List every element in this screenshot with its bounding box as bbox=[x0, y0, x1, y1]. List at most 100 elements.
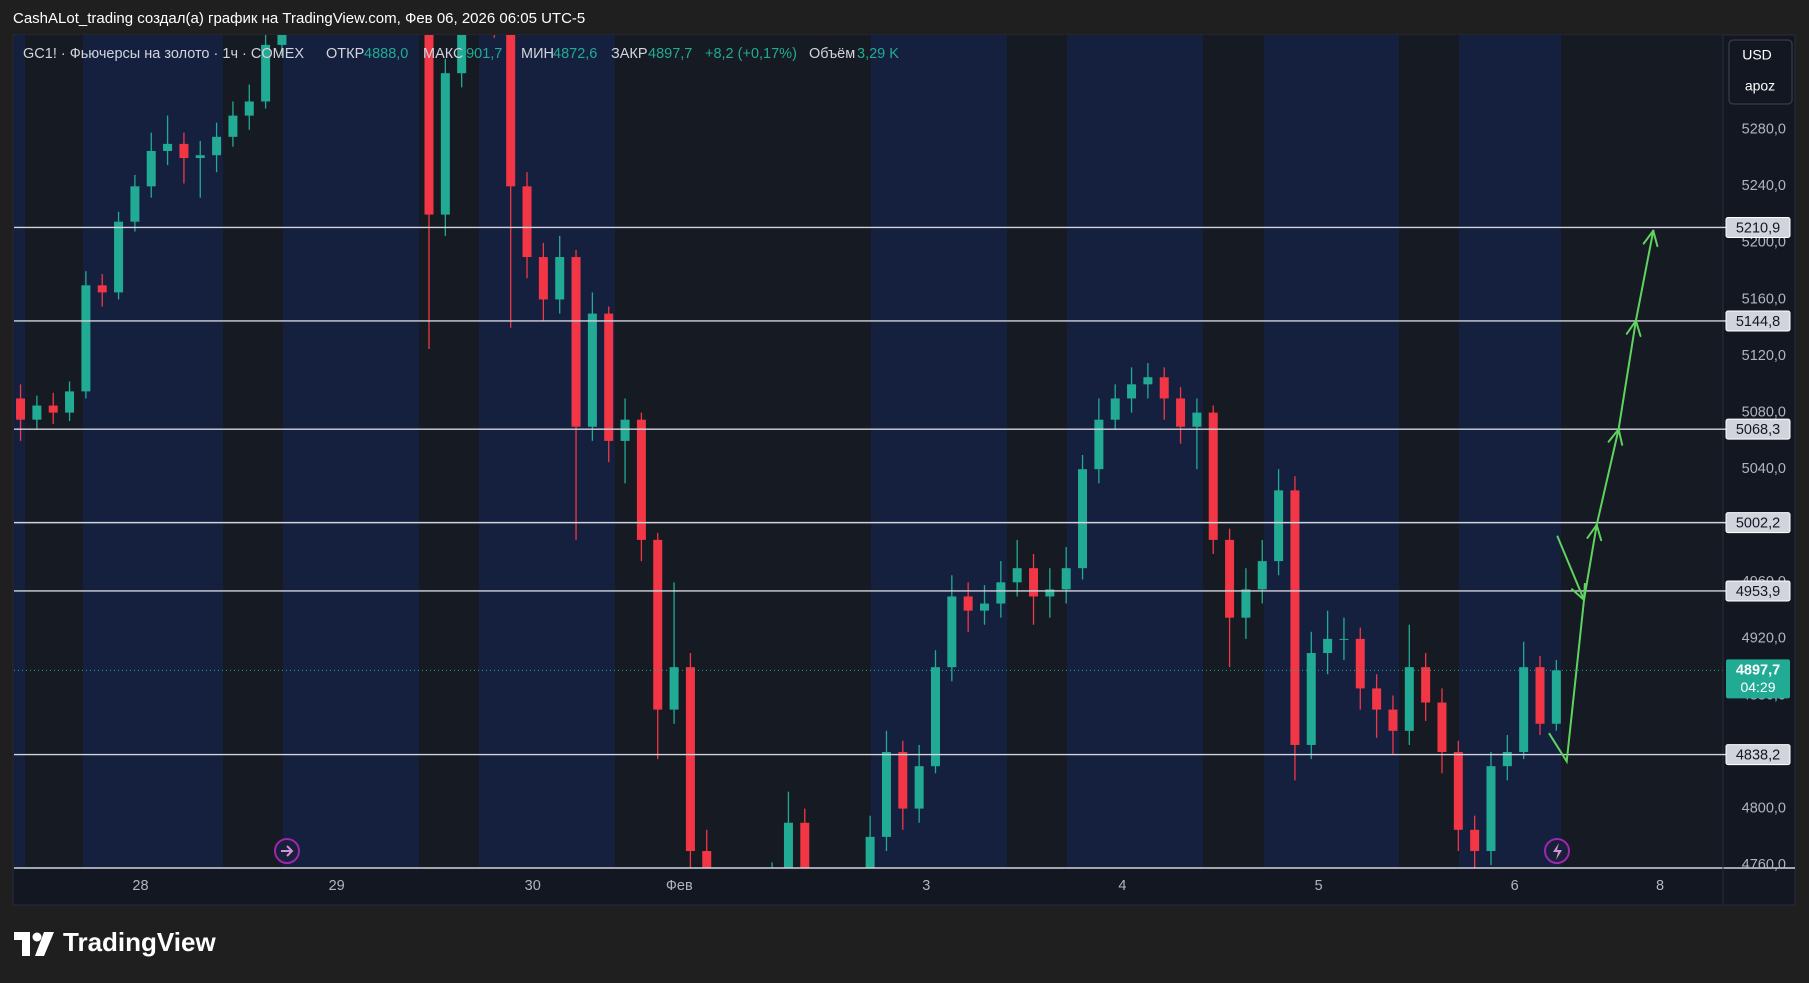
candle-body bbox=[163, 143, 173, 151]
level-label-box bbox=[1725, 418, 1791, 440]
y-tick-label: 5160,0 bbox=[1742, 291, 1786, 307]
candle-body bbox=[1029, 568, 1039, 597]
last-price-label: 4897,7 bbox=[1736, 662, 1780, 678]
legend: GC1! · Фьючерсы на золото · 1ч · COMEX О… bbox=[23, 46, 899, 62]
candle-body bbox=[1078, 469, 1088, 569]
legend-volume-label: Объём bbox=[809, 46, 855, 62]
event-icons bbox=[274, 838, 1570, 864]
candle-body bbox=[702, 851, 712, 868]
candle-body bbox=[179, 143, 189, 159]
legend-close-label: ЗАКР bbox=[611, 46, 648, 62]
arrow-head bbox=[1642, 229, 1655, 245]
footer-logo bbox=[14, 932, 54, 956]
legend-open-label: ОТКР bbox=[326, 46, 364, 62]
arrow-head bbox=[1617, 428, 1624, 446]
legend-open: 4888,0 bbox=[364, 46, 408, 62]
candle-body bbox=[32, 405, 42, 420]
candle-body bbox=[440, 73, 450, 215]
candle-body bbox=[865, 836, 875, 868]
y-tick-label: 5280,0 bbox=[1742, 122, 1786, 138]
candle-body bbox=[212, 136, 222, 156]
candle-body bbox=[881, 752, 891, 837]
candle-body bbox=[1192, 412, 1202, 427]
candle-body bbox=[1306, 653, 1316, 745]
candle-body bbox=[16, 398, 26, 420]
candle-body bbox=[1045, 589, 1055, 597]
candle-body bbox=[636, 419, 646, 540]
level-label-box bbox=[1725, 512, 1791, 534]
y-tick-label: 4920,0 bbox=[1742, 631, 1786, 647]
candle-body bbox=[669, 667, 679, 710]
arrow-head bbox=[1607, 428, 1620, 443]
candle-body bbox=[65, 391, 75, 413]
candle-body bbox=[1372, 688, 1382, 710]
candle-body bbox=[522, 186, 532, 258]
candle-body bbox=[1225, 539, 1235, 618]
candle-body bbox=[800, 822, 810, 868]
candle-body bbox=[1159, 377, 1169, 399]
candle-body bbox=[261, 44, 271, 102]
legend-volume: 3,29 K bbox=[857, 46, 899, 62]
x-tick-label: 6 bbox=[1511, 878, 1519, 894]
candle-body bbox=[1094, 419, 1104, 470]
candle-body bbox=[783, 822, 793, 868]
candle-body bbox=[1535, 667, 1545, 724]
candle-body bbox=[424, 35, 434, 215]
candle-body bbox=[130, 186, 140, 222]
candle-body bbox=[277, 35, 287, 45]
candle-body bbox=[1470, 829, 1480, 852]
candle-body bbox=[1241, 589, 1251, 618]
plot bbox=[14, 35, 1723, 868]
candle-body bbox=[1274, 490, 1284, 562]
y-tick-label: 5200,0 bbox=[1742, 235, 1786, 251]
candle-body bbox=[1110, 398, 1120, 420]
last-price-countdown: 04:29 bbox=[1740, 679, 1775, 695]
candle-body bbox=[914, 766, 924, 809]
x-tick-label: 8 bbox=[1656, 878, 1664, 894]
arrow-head bbox=[1652, 229, 1659, 248]
candle-body bbox=[1176, 398, 1186, 427]
candle-body bbox=[587, 313, 597, 427]
candle-body bbox=[538, 257, 548, 300]
currency: USD bbox=[1742, 47, 1772, 63]
level-label-box bbox=[1725, 310, 1791, 332]
arrow-head bbox=[1586, 523, 1598, 539]
candle-body bbox=[195, 155, 205, 159]
currency-box[interactable] bbox=[1728, 39, 1793, 105]
x-tick-label: 5 bbox=[1315, 878, 1323, 894]
candle-body bbox=[1421, 667, 1431, 703]
candle-body bbox=[228, 115, 238, 137]
level-label: 5144,8 bbox=[1736, 314, 1780, 330]
legend-high: 4901,7 bbox=[458, 46, 502, 62]
legend-close: 4897,7 bbox=[648, 46, 692, 62]
arrow-head bbox=[1583, 582, 1586, 601]
y-tick-label: 5120,0 bbox=[1742, 348, 1786, 364]
candle-body bbox=[930, 667, 940, 767]
candle-body bbox=[114, 221, 124, 293]
candle-body bbox=[1404, 667, 1414, 731]
y-tick-label: 5040,0 bbox=[1742, 461, 1786, 477]
axes: 4760,04800,04840,04880,04920,04960,05000… bbox=[14, 122, 1791, 894]
candle-body bbox=[555, 257, 565, 300]
candle-body bbox=[980, 603, 990, 611]
unit: apoz bbox=[1745, 78, 1775, 94]
level-label: 5002,2 bbox=[1736, 515, 1780, 531]
legend-change: +8,2 (+0,17%) bbox=[705, 46, 797, 62]
candle-body bbox=[1437, 702, 1447, 753]
last-price-box bbox=[1726, 659, 1790, 699]
x-tick-label: 28 bbox=[132, 878, 148, 894]
drawn-arrows bbox=[1548, 229, 1659, 765]
legend-low-label: МИН bbox=[521, 46, 554, 62]
y-tick-label: 5240,0 bbox=[1742, 178, 1786, 194]
arrow-path bbox=[1556, 535, 1585, 601]
level-label-box bbox=[1725, 580, 1791, 602]
candle-body bbox=[244, 101, 254, 116]
candle-body bbox=[947, 596, 957, 668]
y-tick-label: 4800,0 bbox=[1742, 800, 1786, 816]
legend-high-label: МАКС bbox=[423, 46, 464, 62]
level-label: 4838,2 bbox=[1736, 747, 1780, 763]
candle-body bbox=[1453, 752, 1463, 830]
candle-body bbox=[506, 35, 516, 187]
level-label-box bbox=[1725, 216, 1791, 238]
candle-body bbox=[1339, 638, 1349, 640]
